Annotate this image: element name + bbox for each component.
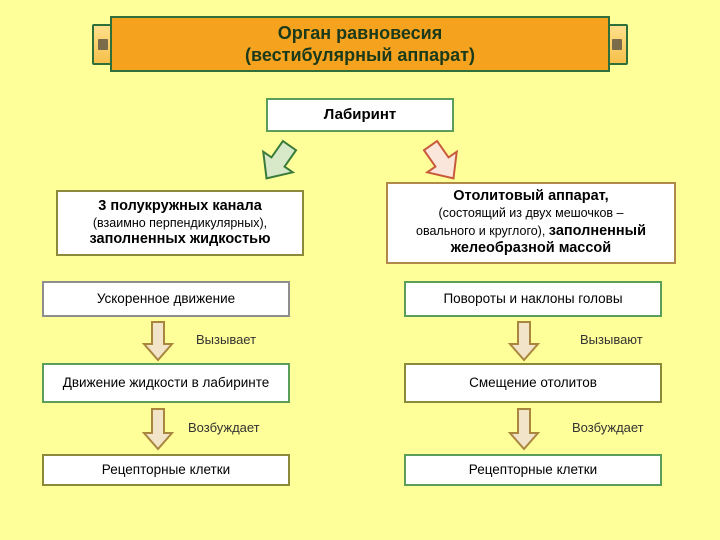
arrow-left-1 xyxy=(138,318,178,364)
right-header-box: Отолитовый аппарат, (состоящий из двух м… xyxy=(386,182,676,264)
left-fluid-text: Движение жидкости в лабиринте xyxy=(63,375,270,391)
right-excites-label: Возбуждает xyxy=(572,420,644,435)
left-receptor-text: Рецепторные клетки xyxy=(102,462,230,478)
labyrinth-label: Лабиринт xyxy=(324,106,397,124)
right-receptor-text: Рецепторные клетки xyxy=(469,462,597,478)
right-header-sub2: овального и круглого), xyxy=(416,224,549,238)
title-line1: Орган равновесия xyxy=(278,22,443,45)
right-header-bold3: желеобразной массой xyxy=(451,240,611,257)
right-header-sub1: (состоящий из двух мешочков – xyxy=(439,206,624,221)
right-header-bold: Отолитовый аппарат, xyxy=(453,188,608,205)
right-header-bold2: заполненный xyxy=(549,223,646,239)
right-receptor-box: Рецепторные клетки xyxy=(404,454,662,486)
left-causes-label: Вызывает xyxy=(196,332,256,347)
left-header-bold: 3 полукружных канала xyxy=(98,198,262,215)
arrow-to-left xyxy=(252,136,304,188)
left-excites-label: Возбуждает xyxy=(188,420,260,435)
title-line2: (вестибулярный аппарат) xyxy=(245,44,475,67)
left-receptor-box: Рецепторные клетки xyxy=(42,454,290,486)
arrow-to-right xyxy=(416,136,468,188)
left-motion-box: Ускоренное движение xyxy=(42,281,290,317)
right-header-line3: овального и круглого), заполненный xyxy=(416,221,646,240)
right-shift-box: Смещение отолитов xyxy=(404,363,662,403)
left-motion-text: Ускоренное движение xyxy=(97,291,235,307)
labyrinth-box: Лабиринт xyxy=(266,98,454,132)
right-shift-text: Смещение отолитов xyxy=(469,375,597,391)
right-motion-text: Повороты и наклоны головы xyxy=(443,291,622,307)
right-motion-box: Повороты и наклоны головы xyxy=(404,281,662,317)
arrow-right-1 xyxy=(504,318,544,364)
left-fluid-box: Движение жидкости в лабиринте xyxy=(42,363,290,403)
arrow-right-2 xyxy=(504,405,544,453)
right-causes-label: Вызывают xyxy=(580,332,643,347)
left-header-sub: (взаимно перпендикулярных), xyxy=(93,216,267,231)
arrow-left-2 xyxy=(138,405,178,453)
left-header-box: 3 полукружных канала (взаимно перпендику… xyxy=(56,190,304,256)
title-banner: Орган равновесия (вестибулярный аппарат) xyxy=(110,16,610,72)
left-header-bold2: заполненных жидкостью xyxy=(90,231,271,248)
